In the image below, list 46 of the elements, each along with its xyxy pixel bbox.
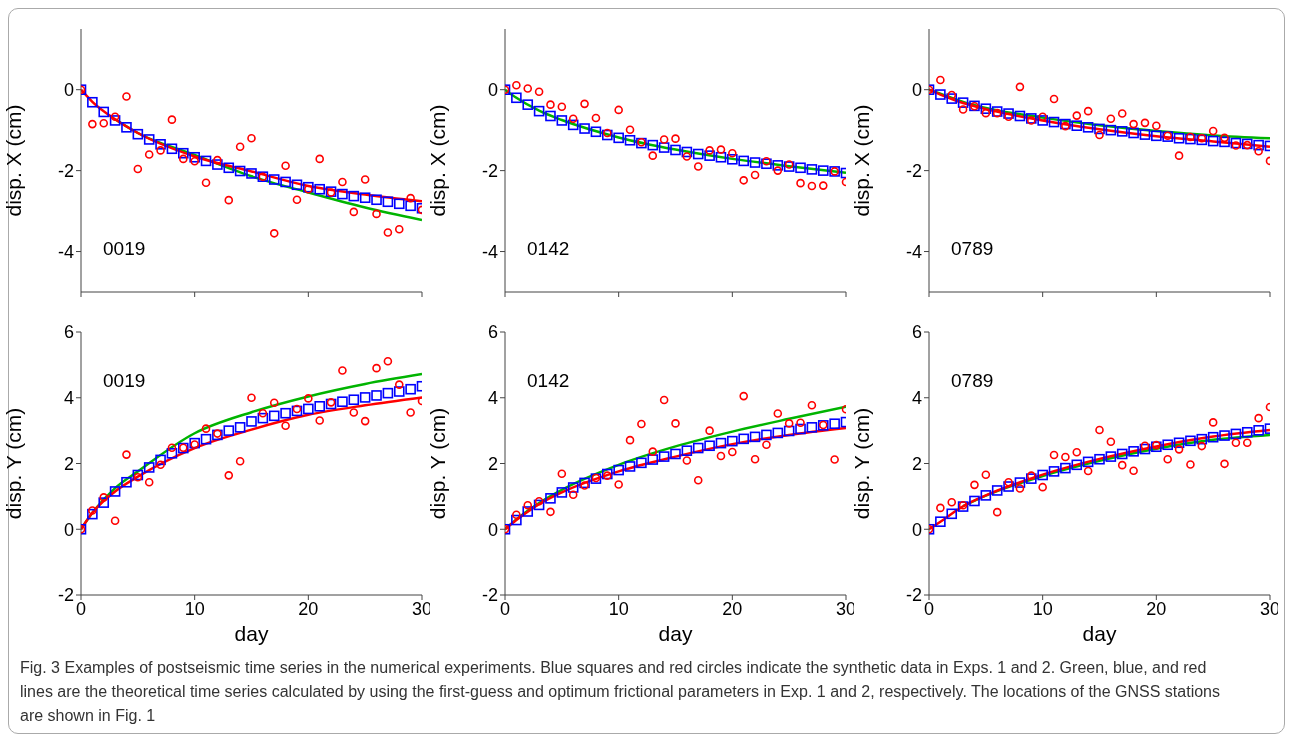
y-tick-label: 2 bbox=[911, 453, 922, 474]
y-tick-label: 6 bbox=[487, 322, 498, 343]
x-tick-label: 10 bbox=[184, 598, 205, 619]
y-tick-label: -2 bbox=[905, 585, 922, 606]
y-tick-label: -2 bbox=[57, 585, 74, 606]
caption: Fig. 3 Examples of postseismic time series in the numerical experiments. Blue squares and red circles indicate the synthetic data in Exps. 1 and 2. Green, blue, and red lines are the theoretical time series calculated by using the first-guess and optimum frictional parameters in Exp. 1 and 2, respectively. The locations of the GNSS stations are shown in Fig. 1 bbox=[20, 658, 1220, 726]
y-tick-label: -4 bbox=[905, 241, 922, 262]
y-tick-label: 4 bbox=[487, 388, 498, 409]
y-tick-label: 6 bbox=[63, 322, 74, 343]
annotation: 0142 bbox=[527, 238, 570, 260]
x-tick-label: 10 bbox=[608, 598, 629, 619]
y-tick-label: -4 bbox=[481, 241, 498, 262]
x-tick-label: 10 bbox=[1032, 598, 1053, 619]
y-tick-label: -4 bbox=[57, 241, 74, 262]
y-tick-label: 4 bbox=[63, 388, 74, 409]
y-axis-title: disp. Y (cm) bbox=[850, 407, 874, 520]
y-axis-title: disp. X (cm) bbox=[850, 104, 874, 217]
y-tick-label: 0 bbox=[487, 80, 498, 101]
y-tick-label: -2 bbox=[57, 161, 74, 182]
y-tick-label: 0 bbox=[487, 519, 498, 540]
y-axis-title: disp. X (cm) bbox=[426, 104, 450, 217]
y-tick-label: -2 bbox=[481, 161, 498, 182]
annotation: 0789 bbox=[951, 370, 994, 392]
annotation: 0789 bbox=[951, 238, 994, 260]
y-tick-label: 0 bbox=[63, 80, 74, 101]
y-tick-label: 0 bbox=[911, 519, 922, 540]
x-axis-title: day bbox=[234, 622, 269, 645]
x-tick-label: 20 bbox=[722, 598, 743, 619]
y-tick-label: -2 bbox=[481, 585, 498, 606]
y-tick-label: 0 bbox=[911, 80, 922, 101]
x-axis-title: day bbox=[658, 622, 693, 645]
y-axis-title: disp. Y (cm) bbox=[426, 407, 450, 520]
y-tick-label: 2 bbox=[487, 453, 498, 474]
y-tick-label: 6 bbox=[911, 322, 922, 343]
annotation: 0142 bbox=[527, 370, 570, 392]
x-axis-title: day bbox=[1082, 622, 1117, 645]
y-tick-label: 4 bbox=[911, 388, 922, 409]
y-axis-title: disp. X (cm) bbox=[2, 104, 26, 217]
annotation: 0019 bbox=[103, 238, 146, 260]
y-axis-title: disp. Y (cm) bbox=[2, 407, 26, 520]
y-tick-label: 0 bbox=[63, 519, 74, 540]
y-tick-label: 2 bbox=[63, 453, 74, 474]
annotation: 0019 bbox=[103, 370, 146, 392]
x-tick-label: 20 bbox=[298, 598, 319, 619]
y-tick-label: -2 bbox=[905, 161, 922, 182]
x-tick-label: 20 bbox=[1146, 598, 1167, 619]
